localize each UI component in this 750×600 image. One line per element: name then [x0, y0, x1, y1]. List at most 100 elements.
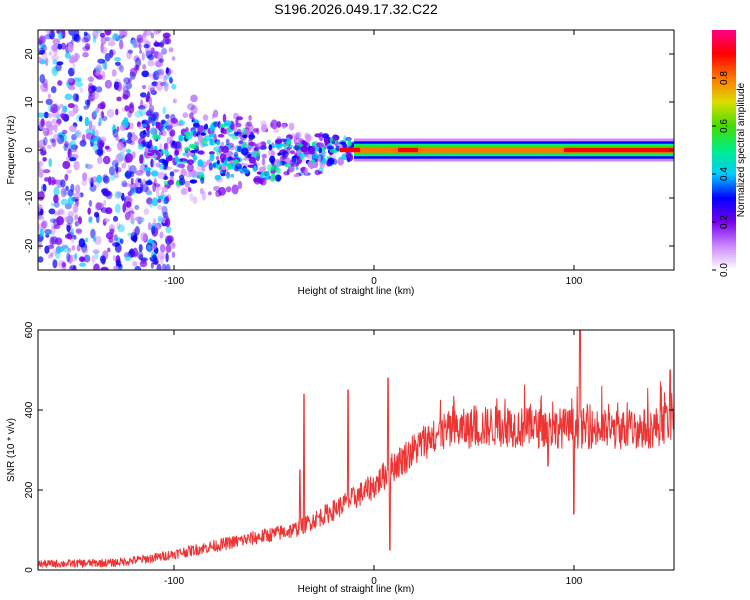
spectral-noise-blob — [88, 199, 93, 207]
spectral-noise-blob — [53, 134, 59, 141]
spectral-blob — [214, 174, 221, 181]
spectral-noise-blob — [130, 177, 134, 185]
spectral-noise-blob — [123, 251, 131, 258]
spectral-noise-blob — [139, 154, 144, 165]
spectral-noise-blob — [71, 245, 76, 251]
spectral-blob — [170, 117, 178, 124]
spectral-blob — [158, 130, 163, 136]
spectral-noise-blob — [121, 162, 127, 169]
spectral-noise-blob — [125, 201, 132, 208]
spectral-noise-blob — [88, 176, 94, 183]
spectral-noise-blob — [218, 186, 227, 196]
spectral-noise-blob — [157, 30, 161, 34]
spectral-blob — [202, 143, 209, 147]
spectral-noise-blob — [50, 103, 58, 114]
spectral-noise-blob — [150, 262, 154, 269]
spectral-blob — [231, 136, 239, 140]
spectral-noise-blob — [112, 239, 116, 248]
spectral-noise-blob — [124, 170, 132, 180]
spectral-blob — [165, 166, 173, 170]
spectral-noise-blob — [314, 133, 322, 138]
spectral-blob — [241, 167, 250, 174]
spectral-blob — [209, 138, 214, 146]
spectral-noise-blob — [74, 129, 82, 139]
spectral-noise-blob — [101, 115, 108, 122]
spectral-blob — [233, 159, 239, 165]
spectral-noise-blob — [95, 129, 99, 137]
spectral-noise-blob — [172, 98, 177, 104]
spectral-noise-blob — [135, 65, 139, 70]
spectral-noise-blob — [162, 106, 167, 115]
spectral-noise-blob — [145, 95, 150, 103]
spectral-noise-blob — [111, 69, 117, 77]
spectral-noise-blob — [103, 218, 111, 223]
spectral-noise-blob — [38, 144, 43, 149]
spectral-blob — [289, 159, 297, 166]
spectral-noise-blob — [270, 119, 279, 130]
spectral-noise-blob — [165, 195, 170, 202]
spectral-noise-blob — [147, 59, 155, 67]
spectral-blob — [172, 140, 175, 147]
spectral-noise-blob — [157, 215, 163, 222]
spectral-blob — [166, 124, 173, 133]
spectral-blob — [188, 171, 192, 178]
colorbar-tick-label: 0.2 — [719, 215, 730, 229]
spectral-blob — [248, 137, 253, 142]
y-tick-label: 400 — [24, 401, 35, 418]
spectral-noise-blob — [129, 165, 137, 175]
spectral-noise-blob — [108, 237, 114, 243]
spectral-blob — [228, 160, 235, 164]
spectral-noise-blob — [53, 186, 60, 197]
spectral-noise-blob — [62, 189, 69, 196]
spectral-noise-blob — [38, 40, 43, 46]
spectral-blob — [242, 134, 248, 139]
spectral-blob — [186, 164, 194, 172]
spectral-noise-blob — [162, 211, 169, 219]
spectral-noise-blob — [112, 33, 119, 41]
spectral-blob — [304, 167, 309, 176]
spectral-noise-blob — [52, 259, 58, 269]
spectral-noise-blob — [41, 220, 48, 229]
spectral-blob — [293, 145, 301, 151]
spectral-noise-blob — [89, 184, 97, 192]
spectral-noise-blob — [102, 155, 111, 165]
spectral-noise-blob — [150, 47, 155, 55]
spectral-noise-blob — [56, 118, 62, 125]
spectral-blob — [220, 126, 225, 134]
spectral-noise-blob — [50, 226, 56, 236]
x-tick-label: 100 — [566, 576, 583, 587]
spectral-noise-blob — [127, 232, 135, 237]
spectral-noise-blob — [42, 127, 50, 137]
spectral-blob — [316, 142, 324, 148]
spectral-noise-blob — [50, 86, 57, 94]
spectral-blob — [220, 141, 225, 147]
spectral-noise-blob — [64, 140, 69, 148]
spectral-noise-blob — [42, 157, 47, 162]
spectral-noise-blob — [121, 137, 125, 143]
spectral-noise-blob — [38, 168, 44, 179]
spectral-noise-blob — [41, 221, 47, 231]
spectral-noise-blob — [95, 149, 103, 156]
spectral-noise-blob — [140, 99, 144, 109]
spectral-blob — [235, 122, 242, 128]
spectral-noise-blob — [56, 216, 64, 226]
spectral-noise-blob — [127, 49, 134, 54]
spectral-blob — [295, 166, 299, 170]
spectral-noise-blob — [304, 132, 310, 140]
spectral-noise-blob — [162, 263, 167, 270]
spectral-noise-blob — [67, 247, 72, 253]
spectral-noise-blob — [92, 249, 100, 254]
spectral-noise-blob — [161, 205, 168, 216]
spectral-blob — [268, 144, 273, 151]
spectral-blob — [197, 159, 204, 167]
spectral-noise-blob — [141, 70, 149, 78]
spectral-noise-blob — [94, 66, 102, 71]
spectral-noise-blob — [105, 36, 110, 42]
spectral-noise-blob — [157, 204, 163, 210]
spectral-noise-blob — [201, 191, 207, 201]
spectral-noise-blob — [66, 224, 71, 233]
spectral-noise-blob — [45, 30, 52, 34]
spectral-noise-blob — [166, 235, 174, 243]
spectral-noise-blob — [116, 81, 122, 92]
spectral-noise-blob — [38, 56, 43, 64]
